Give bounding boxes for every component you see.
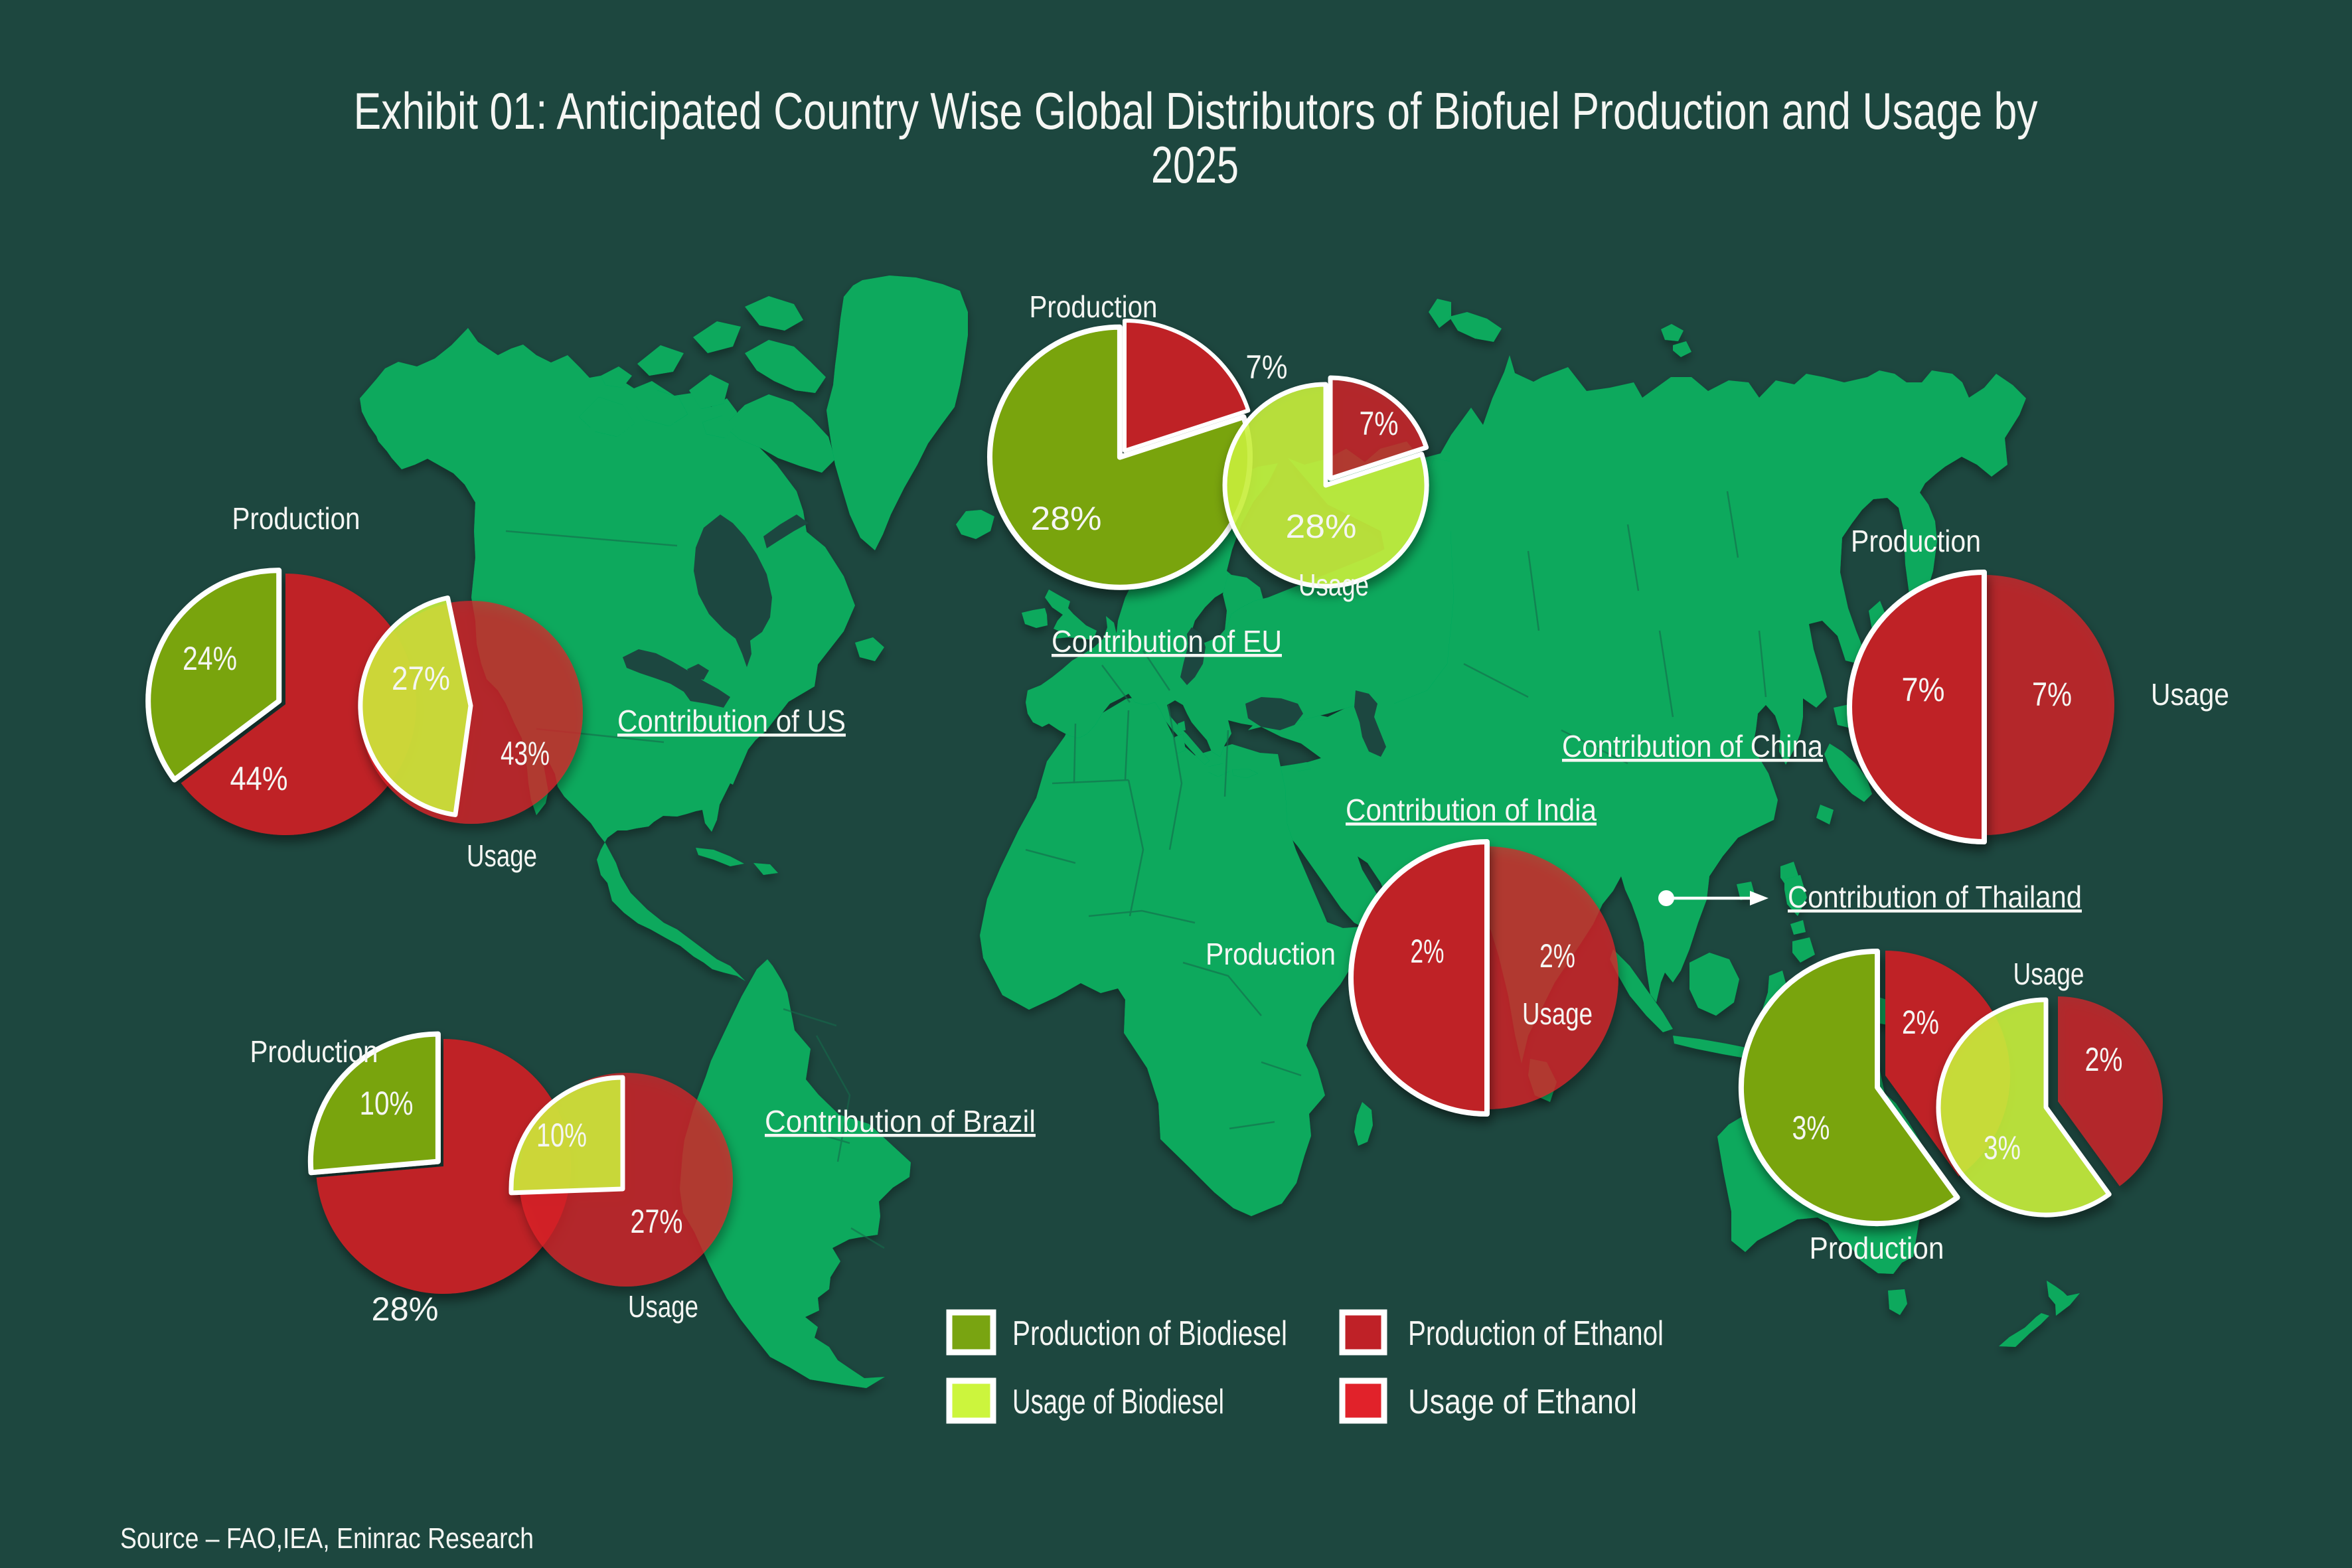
svg-text:10%: 10%: [360, 1085, 414, 1122]
svg-text:Usage: Usage: [1298, 568, 1369, 602]
svg-text:43%: 43%: [501, 735, 550, 772]
svg-text:28%: 28%: [1031, 500, 1102, 537]
svg-text:2%: 2%: [1411, 933, 1445, 970]
svg-text:Contribution of US: Contribution of US: [617, 704, 846, 738]
svg-text:Production: Production: [1810, 1231, 1944, 1265]
svg-text:27%: 27%: [631, 1203, 683, 1240]
svg-text:28%: 28%: [1286, 508, 1357, 545]
svg-text:Production of Ethanol: Production of Ethanol: [1408, 1314, 1664, 1353]
svg-text:Usage: Usage: [628, 1289, 698, 1324]
svg-text:7%: 7%: [2032, 676, 2072, 713]
svg-text:Production: Production: [232, 501, 360, 536]
svg-text:3%: 3%: [1792, 1109, 1830, 1146]
svg-text:28%: 28%: [372, 1291, 439, 1328]
svg-text:Usage: Usage: [2151, 677, 2229, 712]
svg-text:44%: 44%: [230, 760, 288, 797]
svg-text:Contribution of China: Contribution of China: [1562, 729, 1823, 763]
svg-text:2%: 2%: [2085, 1041, 2123, 1078]
svg-text:Contribution of Brazil: Contribution of Brazil: [765, 1104, 1036, 1138]
svg-text:Production: Production: [1851, 524, 1981, 558]
svg-text:Usage: Usage: [2013, 957, 2084, 991]
svg-text:2025: 2025: [1151, 135, 1239, 194]
svg-text:Production: Production: [250, 1034, 378, 1069]
svg-text:7%: 7%: [1360, 405, 1399, 442]
svg-text:27%: 27%: [392, 660, 450, 697]
svg-text:Production of Biodiesel: Production of Biodiesel: [1012, 1314, 1287, 1353]
svg-text:Usage: Usage: [467, 838, 537, 873]
svg-text:Production: Production: [1206, 937, 1336, 971]
svg-text:Usage: Usage: [1522, 996, 1593, 1031]
svg-text:10%: 10%: [536, 1117, 587, 1154]
svg-text:2%: 2%: [1539, 937, 1575, 975]
svg-text:Exhibit 01: Anticipated Count: Exhibit 01: Anticipated Country Wise Glo…: [354, 82, 2038, 140]
svg-text:7%: 7%: [1902, 671, 1945, 708]
svg-text:7%: 7%: [1246, 349, 1288, 386]
svg-text:2%: 2%: [1902, 1004, 1939, 1041]
svg-text:Source – FAO,IEA, Eninrac Rese: Source – FAO,IEA, Eninrac Research: [120, 1522, 534, 1555]
svg-text:Usage of Ethanol: Usage of Ethanol: [1408, 1383, 1637, 1421]
svg-text:Contribution of India: Contribution of India: [1346, 793, 1597, 827]
svg-text:24%: 24%: [183, 640, 237, 677]
svg-text:Contribution of Thailand: Contribution of Thailand: [1788, 880, 2082, 914]
svg-text:Production: Production: [1030, 289, 1158, 324]
svg-text:3%: 3%: [1984, 1129, 2021, 1166]
svg-text:Usage of Biodiesel: Usage of Biodiesel: [1012, 1383, 1224, 1421]
svg-text:Contribution of EU: Contribution of EU: [1052, 624, 1282, 659]
